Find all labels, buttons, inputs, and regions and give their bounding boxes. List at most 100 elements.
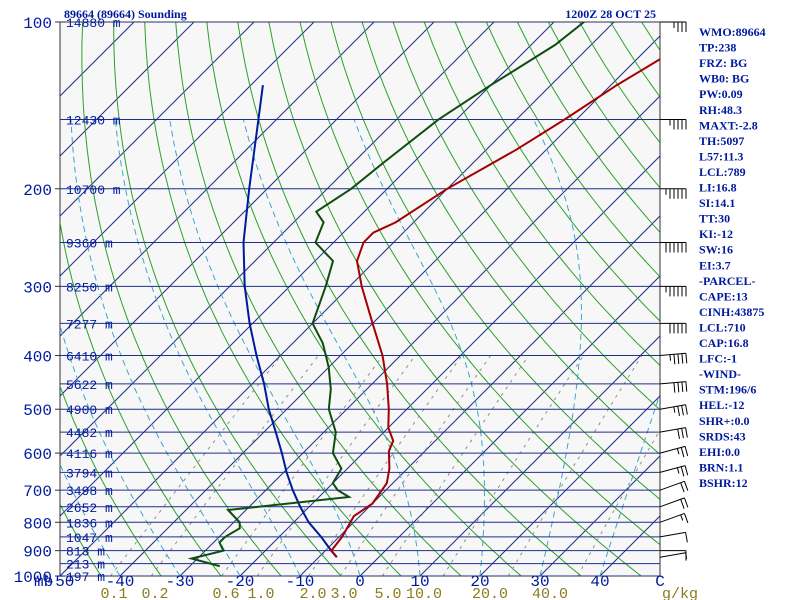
pressure-tick-label: 500 xyxy=(23,402,52,420)
isotherm-line xyxy=(60,22,435,397)
wind-barbs xyxy=(659,21,689,576)
temperature-tick-label: -30 xyxy=(166,573,195,591)
stats-line: L57:11.3 xyxy=(699,149,743,163)
wind-barb xyxy=(659,404,688,417)
wind-barb xyxy=(659,480,689,493)
isotherm-line xyxy=(299,215,660,576)
parcel-curve xyxy=(242,84,338,558)
isotherm-line xyxy=(119,35,660,576)
moist-adiabat-line xyxy=(60,323,181,576)
temperature-tick-label: -10 xyxy=(286,573,315,591)
dewpoint-curve xyxy=(187,22,585,568)
moist-adiabat-line xyxy=(169,119,361,576)
isotherm-line xyxy=(60,22,255,217)
grid-layer xyxy=(60,22,660,576)
height-label: 1047 m xyxy=(66,531,113,546)
wind-barb-flag xyxy=(685,532,688,543)
isotherm-line xyxy=(179,95,660,576)
wind-barb-half xyxy=(676,467,680,474)
stats-line: KI:-12 xyxy=(699,227,733,241)
stats-line: SW:16 xyxy=(699,243,733,257)
wind-barb xyxy=(659,445,689,458)
isotherm-line xyxy=(479,395,660,576)
temperature-tick-label: 0 xyxy=(355,573,365,591)
temperature-tick-label: 20 xyxy=(470,573,489,591)
moist-adiabat-line xyxy=(599,392,660,576)
temperature-tick-label: C xyxy=(655,573,665,591)
moist-adiabat-line xyxy=(114,119,301,576)
stats-line: BRN:1.1 xyxy=(699,460,743,474)
stats-line: -PARCEL- xyxy=(699,274,755,288)
height-label: 9360 m xyxy=(66,236,113,251)
wind-barb-flag xyxy=(683,513,689,523)
height-label: 10700 m xyxy=(66,183,121,198)
stats-line: LI:16.8 xyxy=(699,181,737,195)
wind-barb-shaft xyxy=(659,552,686,558)
isotherm-line xyxy=(359,275,660,576)
wind-barb-flag xyxy=(684,446,689,457)
wind-barb xyxy=(660,188,687,199)
wind-barb xyxy=(659,465,689,477)
stats-line: CAPE:13 xyxy=(699,289,748,303)
wind-barb xyxy=(659,512,689,523)
pressure-tick-label: 200 xyxy=(23,182,52,200)
mixing-ratio-tick-label: g/kg xyxy=(662,586,698,600)
wind-barb-flag xyxy=(685,353,688,364)
wind-barb xyxy=(660,119,687,130)
wind-barb-flag xyxy=(677,406,680,417)
plot-area xyxy=(59,21,661,577)
temperature-tick-label: 30 xyxy=(530,573,549,591)
wind-barb-flag xyxy=(685,381,688,392)
pressure-tick-label: 700 xyxy=(23,483,52,501)
temperature-tick-label: -40 xyxy=(106,573,135,591)
stats-line: STM:196/6 xyxy=(699,383,756,397)
wind-barb-half xyxy=(676,448,680,455)
mixing-ratio-tick-label: 2.0 xyxy=(299,586,326,600)
wind-barb xyxy=(659,381,688,393)
temperature-curve xyxy=(330,58,660,558)
wind-barb xyxy=(660,285,687,297)
mixing-ratio-tick-label: 0.6 xyxy=(212,586,239,600)
wind-barb xyxy=(660,550,687,561)
height-label: 1836 m xyxy=(66,516,113,531)
stats-line: EHI:0.0 xyxy=(699,445,740,459)
sounding-curves xyxy=(187,22,660,568)
pressure-tick-label: 900 xyxy=(23,544,52,562)
moist-adiabat-line xyxy=(243,119,421,576)
wind-barb-flag xyxy=(684,465,689,476)
wind-barb-shaft xyxy=(659,512,685,523)
height-label: 6410 m xyxy=(66,350,113,365)
height-label: 14880 m xyxy=(66,16,121,31)
wind-barb-flag xyxy=(681,381,684,392)
stats-line: SHR+:0.0 xyxy=(699,414,750,428)
wind-barb xyxy=(659,352,688,365)
pressure-tick-label: 300 xyxy=(23,279,52,297)
mixing-ratio-tick-label: 40.0 xyxy=(532,586,568,600)
stats-line: EI:3.7 xyxy=(699,258,731,272)
wind-barb xyxy=(659,531,688,543)
wind-barb xyxy=(660,322,687,334)
wind-barb-flag xyxy=(683,497,689,508)
height-label: 3498 m xyxy=(66,484,113,499)
wind-barb-half xyxy=(680,514,684,521)
chart-title-left: 89664 (89664) Sounding xyxy=(64,7,187,21)
stats-line: LFC:-1 xyxy=(699,352,737,366)
height-label: 4482 m xyxy=(66,426,113,441)
wind-barb-flag xyxy=(673,354,676,365)
isotherm-line xyxy=(60,22,615,576)
pressure-tick-label: 100 xyxy=(23,15,52,33)
isotherm-line xyxy=(539,455,660,576)
height-label: 813 m xyxy=(66,545,105,560)
isotherm-line xyxy=(60,22,195,157)
wind-barb xyxy=(659,497,689,509)
stats-line: -WIND- xyxy=(699,367,741,381)
mixing-ratio-tick-label: 20.0 xyxy=(472,586,508,600)
wind-barb-flag xyxy=(681,428,684,439)
stats-line: BSHR:12 xyxy=(699,476,748,490)
mixing-ratio-tick-label: 0.1 xyxy=(100,586,127,600)
wind-barb-shaft xyxy=(659,531,686,538)
wind-barb-flag xyxy=(680,482,685,493)
